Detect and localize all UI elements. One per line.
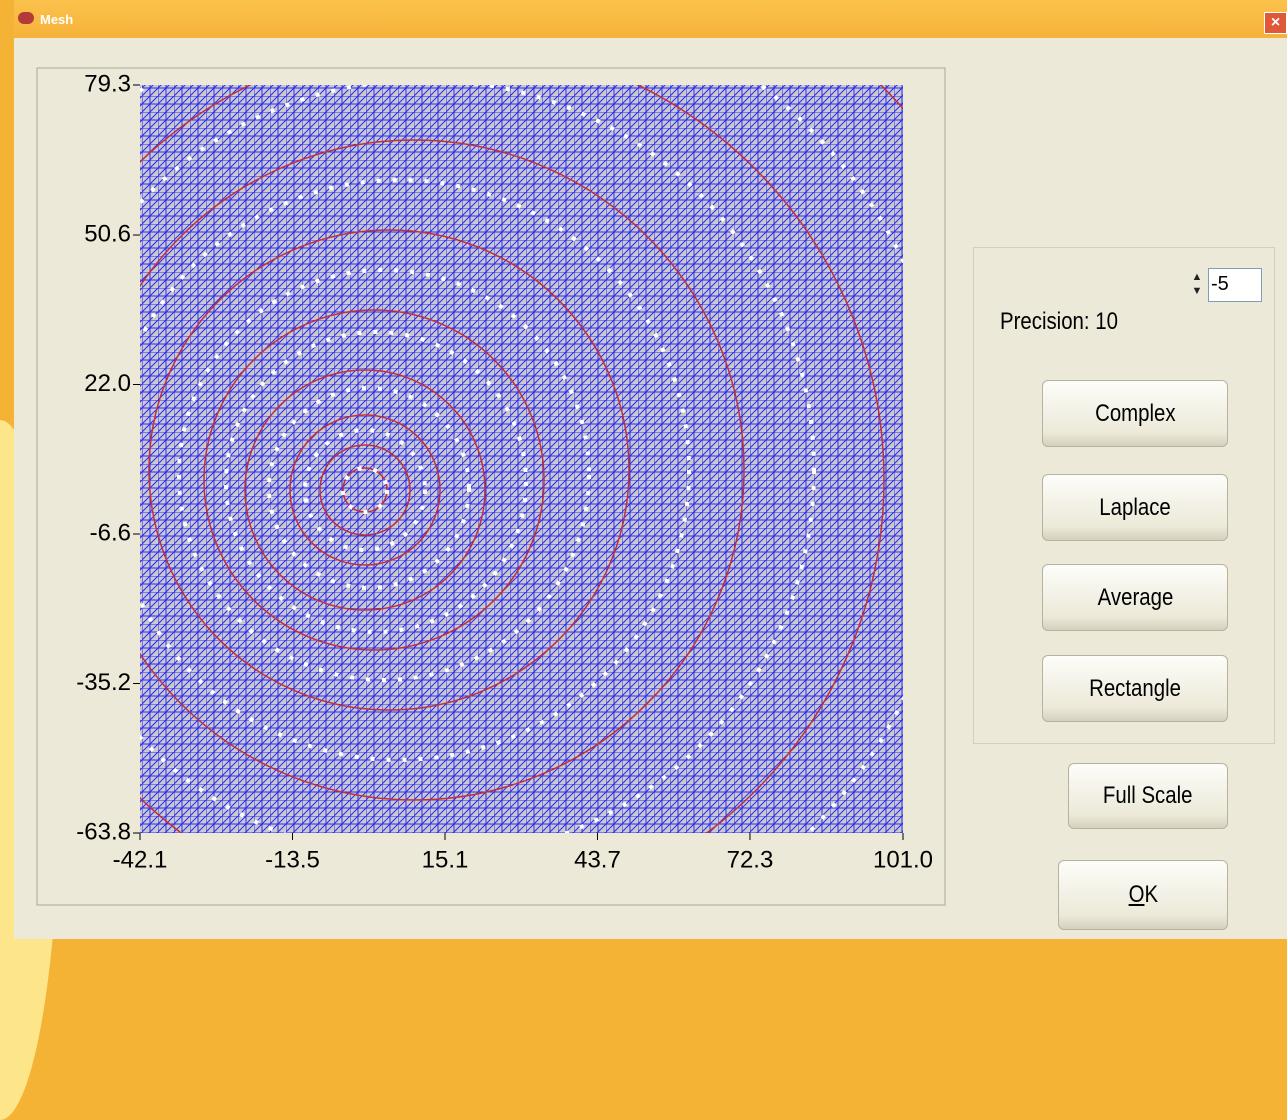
x-tick-label: 101.0 bbox=[873, 846, 933, 873]
dialog-window: Mesh × bbox=[14, 0, 1287, 939]
y-tick-label: -63.8 bbox=[76, 818, 131, 845]
x-tick-label: 72.3 bbox=[727, 846, 774, 873]
y-tick-label: -35.2 bbox=[76, 669, 131, 696]
screen: Mesh × bbox=[0, 0, 1287, 939]
close-button[interactable]: × bbox=[1264, 12, 1287, 34]
button-label: Full Scale bbox=[1103, 782, 1193, 810]
button[interactable]: Rectangle bbox=[1042, 655, 1228, 722]
y-tick-label: 79.3 bbox=[84, 70, 131, 97]
spinner[interactable]: ▲▼ bbox=[1190, 270, 1204, 300]
button-label: Laplace bbox=[1099, 494, 1170, 522]
button[interactable]: Laplace bbox=[1042, 474, 1228, 541]
button[interactable]: OK bbox=[1058, 860, 1228, 930]
button[interactable]: Complex bbox=[1042, 380, 1228, 447]
button[interactable]: Full Scale bbox=[1068, 763, 1228, 829]
y-tick-label: 22.0 bbox=[84, 370, 131, 397]
mesh-plot: -42.1 -13.5 15.1 43.7 72.3 101.0 -63.8 -35.2 -6.… bbox=[14, 0, 954, 939]
x-tick-label: -42.1 bbox=[113, 846, 168, 873]
button-label: OK bbox=[1128, 881, 1157, 909]
button-label: Complex bbox=[1095, 400, 1175, 428]
button[interactable]: Average bbox=[1042, 564, 1228, 631]
x-tick-label: 43.7 bbox=[574, 846, 621, 873]
exponent-input[interactable]: -5 bbox=[1208, 268, 1262, 302]
y-tick-label: -6.6 bbox=[90, 519, 131, 546]
y-tick-label: 50.6 bbox=[84, 220, 131, 247]
x-tick-label: -13.5 bbox=[265, 846, 320, 873]
mesh bbox=[14, 0, 954, 939]
button-label: Rectangle bbox=[1089, 675, 1181, 703]
button-label: Average bbox=[1097, 584, 1173, 612]
x-tick-label: 15.1 bbox=[422, 846, 469, 873]
precision-label: Precision: 10 bbox=[1000, 308, 1118, 336]
